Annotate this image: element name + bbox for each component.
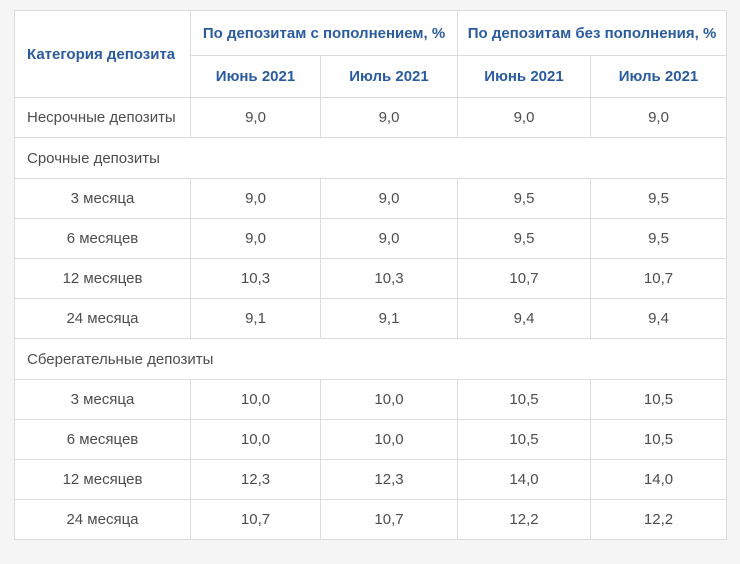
cell-value: 12,2 (589, 499, 728, 540)
cell-value: 9,5 (589, 178, 728, 219)
row-label: 6 месяцев (14, 218, 191, 259)
cell-value: 10,7 (457, 258, 591, 299)
cell-value: 10,5 (589, 379, 728, 420)
cell-value: 10,3 (320, 258, 458, 299)
cell-value: 9,4 (589, 298, 728, 339)
table-row: 24 месяца 10,7 10,7 12,2 12,2 (14, 499, 728, 540)
cell-value: 12,3 (190, 459, 321, 500)
table-row: Несрочные депозиты 9,0 9,0 9,0 9,0 (14, 97, 728, 138)
row-label: 3 месяца (14, 178, 191, 219)
cell-value: 10,7 (190, 499, 321, 540)
table-row: 24 месяца 9,1 9,1 9,4 9,4 (14, 298, 728, 339)
cell-value: 10,0 (190, 419, 321, 460)
cell-value: 9,0 (589, 97, 728, 138)
cell-value: 10,0 (320, 419, 458, 460)
section-row: Срочные депозиты (13, 137, 728, 179)
table-row: 6 месяцев 9,0 9,0 9,5 9,5 (14, 218, 728, 259)
section-label: Сберегательные депозиты (13, 338, 728, 380)
cell-value: 9,0 (190, 218, 321, 259)
deposit-rates-table-container: Категория депозита По депозитам с пополн… (13, 10, 728, 540)
column-group-without-replenishment: По депозитам без пополнения, % (456, 10, 728, 56)
cell-value: 14,0 (457, 459, 591, 500)
row-label: 24 месяца (14, 499, 191, 540)
cell-value: 9,4 (457, 298, 591, 339)
cell-value: 9,0 (190, 97, 321, 138)
cell-value: 14,0 (589, 459, 728, 500)
cell-value: 9,0 (457, 97, 591, 138)
table-body: Несрочные депозиты 9,0 9,0 9,0 9,0 Срочн… (13, 97, 728, 540)
column-header-june-2021-a: Июнь 2021 (190, 55, 321, 98)
cell-value: 9,0 (190, 178, 321, 219)
cell-value: 9,5 (589, 218, 728, 259)
header-group-row: Категория депозита По депозитам с пополн… (14, 10, 728, 98)
column-header-june-2021-b: Июнь 2021 (457, 55, 591, 98)
cell-value: 9,0 (320, 178, 458, 219)
cell-value: 10,3 (190, 258, 321, 299)
row-label: Несрочные депозиты (14, 97, 191, 138)
cell-value: 9,5 (457, 218, 591, 259)
cell-value: 9,1 (320, 298, 458, 339)
cell-value: 10,7 (320, 499, 458, 540)
column-header-july-2021-b: Июль 2021 (589, 55, 728, 98)
row-label: 12 месяцев (14, 258, 191, 299)
cell-value: 10,7 (589, 258, 728, 299)
row-label: 12 месяцев (14, 459, 191, 500)
section-row: Сберегательные депозиты (13, 338, 728, 380)
cell-value: 10,0 (190, 379, 321, 420)
table-header: Категория депозита По депозитам с пополн… (14, 10, 728, 98)
row-label: 24 месяца (14, 298, 191, 339)
cell-value: 12,3 (320, 459, 458, 500)
table-row: 3 месяца 9,0 9,0 9,5 9,5 (14, 178, 728, 219)
header-month-row: Июнь 2021 Июль 2021 Июнь 2021 Июль 2021 (15, 55, 728, 98)
row-label: 6 месяцев (14, 419, 191, 460)
column-header-july-2021-a: Июль 2021 (320, 55, 458, 98)
table-row: 6 месяцев 10,0 10,0 10,5 10,5 (14, 419, 728, 460)
cell-value: 10,0 (320, 379, 458, 420)
column-header-category: Категория депозита (14, 10, 191, 98)
row-label: 3 месяца (14, 379, 191, 420)
table-row: 12 месяцев 12,3 12,3 14,0 14,0 (14, 459, 728, 500)
table-row: 3 месяца 10,0 10,0 10,5 10,5 (14, 379, 728, 420)
table-row: 12 месяцев 10,3 10,3 10,7 10,7 (14, 258, 728, 299)
cell-value: 12,2 (457, 499, 591, 540)
cell-value: 9,0 (320, 97, 458, 138)
cell-value: 9,1 (190, 298, 321, 339)
column-group-with-replenishment: По депозитам с пополнением, % (190, 10, 458, 56)
cell-value: 10,5 (457, 419, 591, 460)
cell-value: 10,5 (589, 419, 728, 460)
cell-value: 10,5 (457, 379, 591, 420)
deposit-rates-table: Категория депозита По депозитам с пополн… (13, 10, 728, 540)
cell-value: 9,0 (320, 218, 458, 259)
section-label: Срочные депозиты (13, 137, 728, 179)
cell-value: 9,5 (457, 178, 591, 219)
